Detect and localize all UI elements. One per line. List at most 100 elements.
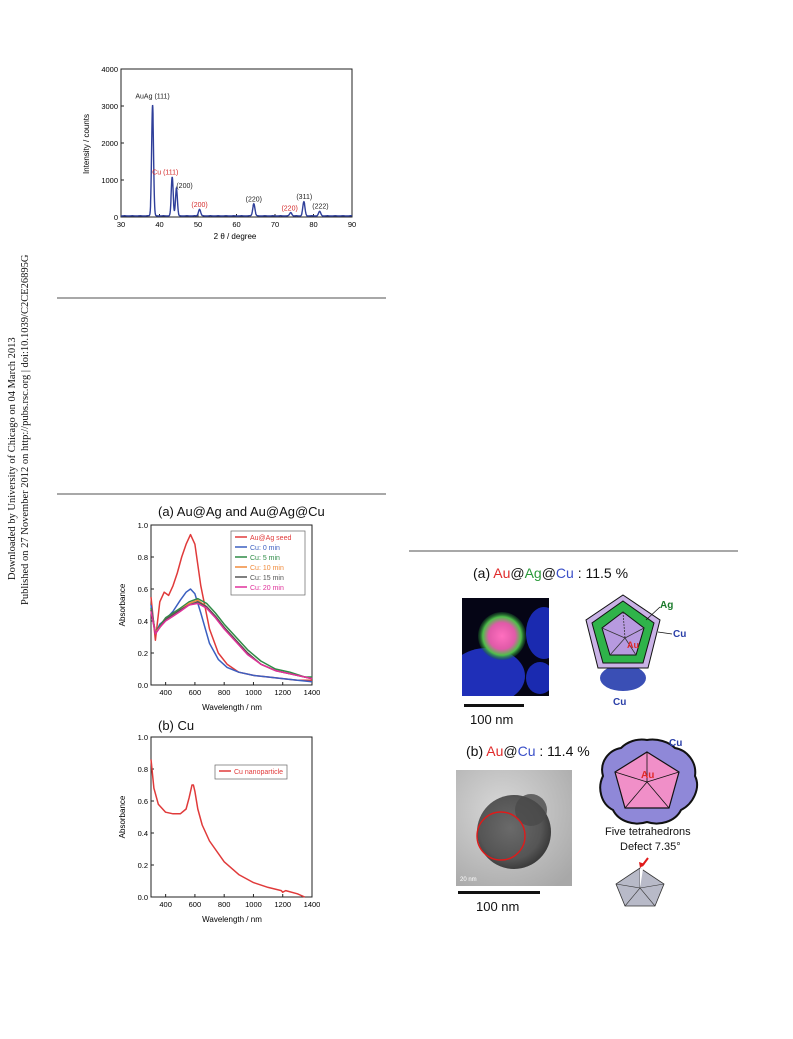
cu-domain-shape <box>600 665 646 691</box>
uvvis-b-plot-frame <box>150 736 313 898</box>
au-label: Au <box>641 770 654 781</box>
cu-label: Cu <box>669 738 682 749</box>
xrd-y-label: Intensity / counts <box>82 114 91 174</box>
section-rule-1 <box>57 297 386 299</box>
twin-line <box>646 781 670 809</box>
uvvis-b-y-tick-label: 0.6 <box>138 797 148 806</box>
uvvis-a-chart: Absorbance Wavelength / nm 400 600 800 1000… <box>118 521 321 712</box>
publication-notice: Published on 27 November 2012 on http://… <box>20 254 31 605</box>
twin-line <box>624 781 648 809</box>
panel-b-scalebar <box>458 891 540 894</box>
tem-scale-label: 20 nm <box>460 877 477 883</box>
cu-right-label: Cu <box>673 629 686 640</box>
uvvis-a-series-line <box>150 602 313 680</box>
uvvis-a-y-tick-label: 1.0 <box>138 521 148 530</box>
decahedron-caption-2: Defect 7.35° <box>620 841 681 853</box>
uvvis-a-x-tick-label: 1400 <box>304 688 321 697</box>
panel-a-eds-map <box>462 598 549 696</box>
xrd-peak-label: Cu (111) <box>152 169 178 176</box>
panel-b-scale-label: 100 nm <box>476 899 520 914</box>
ag-pointer <box>645 606 661 621</box>
uvvis-b-y-tick-label: 1.0 <box>138 733 148 742</box>
xrd-y-tick-label: 4000 <box>101 65 118 74</box>
ag-label: Ag <box>660 600 673 611</box>
uvvis-a-y-tick-label: 0.2 <box>138 649 148 658</box>
xrd-x-tick-label: 80 <box>309 220 317 229</box>
xrd-y-tick-label: 0 <box>114 213 118 222</box>
cu-pointer <box>657 631 673 635</box>
uvvis-a-legend-box <box>230 530 306 596</box>
uvvis-b-x-tick-label: 1400 <box>304 900 321 909</box>
xrd-plot-frame <box>120 68 353 218</box>
xrd-x-tick-label: 40 <box>155 220 163 229</box>
xrd-peak-label: (200) <box>191 202 207 209</box>
panel-b-decahedron-diagram: Cu Au <box>599 738 699 825</box>
xrd-x-tick-label: 70 <box>271 220 279 229</box>
twin-line <box>646 771 680 783</box>
au-label: Au <box>627 640 639 650</box>
pentagon-defect-diagram <box>615 857 665 907</box>
segment-line <box>615 883 641 889</box>
uvvis-a-y-tick-label: 0.6 <box>138 585 148 594</box>
uvvis-a-x-tick-label: 400 <box>159 688 172 697</box>
twin-line <box>609 637 626 656</box>
defect-arrowhead-icon <box>639 862 645 868</box>
xrd-peak-label: (220) <box>246 196 262 203</box>
uvvis-b-x-tick-label: 600 <box>189 900 202 909</box>
xrd-y-tick-label: 3000 <box>101 102 118 111</box>
section-rule-3 <box>409 550 738 552</box>
decahedron-caption-1: Five tetrahedrons <box>605 826 691 838</box>
uvvis-b-x-tick-label: 400 <box>159 900 172 909</box>
uvvis-a-x-tick-label: 1200 <box>274 688 291 697</box>
uvvis-a-title: (a) Au@Ag and Au@Ag@Cu <box>158 504 325 519</box>
section-rule-2 <box>57 493 386 495</box>
twin-line <box>624 637 637 656</box>
xrd-peak-label: (311) <box>296 194 312 201</box>
download-notice: Downloaded by University of Chicago on 0… <box>7 337 18 580</box>
uvvis-a-series-line <box>150 597 312 678</box>
xrd-peak-label: (220) <box>281 205 297 212</box>
uvvis-a-x-tick-label: 1000 <box>245 688 262 697</box>
xrd-y-tick-label: 1000 <box>101 176 118 185</box>
uvvis-a-x-tick-label: 800 <box>218 688 231 697</box>
uvvis-a-y-tick-label: 0.0 <box>138 681 148 690</box>
xrd-peak-label: (200) <box>176 183 192 190</box>
xrd-peak-label: AuAg (111) <box>135 94 169 101</box>
uvvis-a-legend-label: Cu: 20 min <box>250 585 284 592</box>
uvvis-b-title: (b) Cu <box>158 718 195 733</box>
defect-gap <box>640 868 643 888</box>
uvvis-b-x-tick-label: 800 <box>218 900 231 909</box>
uvvis-a-legend-label: Cu: 15 min <box>250 575 284 582</box>
uvvis-b-chart: Absorbance Wavelength / nm 400 600 800 1000… <box>118 733 321 924</box>
uvvis-b-y-tick-label: 0.4 <box>138 829 148 838</box>
panel-a-scale-label: 100 nm <box>470 712 514 727</box>
panel-a-scalebar <box>464 704 524 707</box>
uvvis-a-y-tick-label: 0.4 <box>138 617 148 626</box>
uvvis-b-x-label: Wavelength / nm <box>202 915 262 924</box>
cu-bottom-label: Cu <box>613 697 626 708</box>
uvvis-b-y-tick-label: 0.8 <box>138 765 148 774</box>
uvvis-a-legend-label: Cu: 0 min <box>250 545 280 552</box>
uvvis-b-legend-label: Cu nanoparticle <box>234 769 283 776</box>
uvvis-a-legend-label: Au@Ag seed <box>250 535 291 542</box>
xrd-peak-label: (222) <box>312 203 328 210</box>
publication-sidebar: Downloaded by University of Chicago on 0… <box>2 240 42 620</box>
twin-line <box>601 627 626 639</box>
uvvis-b-y-tick-label: 0.2 <box>138 861 148 870</box>
au-core-highlight <box>476 811 526 861</box>
uvvis-b-y-tick-label: 0.0 <box>138 893 148 902</box>
xrd-y-tick-label: 2000 <box>101 139 118 148</box>
segment-line <box>639 883 665 889</box>
segment-line <box>624 887 641 907</box>
panel-a-label: (a) Au@Ag@Cu : 11.5 % <box>473 565 629 581</box>
xrd-x-tick-label: 90 <box>348 220 356 229</box>
uvvis-b-legend-box <box>214 764 288 780</box>
panel-b-label: (b) Au@Cu : 11.4 % <box>466 743 590 759</box>
uvvis-b-x-tick-label: 1000 <box>245 900 262 909</box>
segment-line <box>639 887 656 907</box>
au-core <box>601 611 645 656</box>
uvvis-a-x-tick-label: 600 <box>189 688 202 697</box>
uvvis-a-y-tick-label: 0.8 <box>138 553 148 562</box>
xrd-chart: Intensity / counts 2 θ / degree 30 40 50 60… <box>82 65 356 241</box>
twin-line <box>624 627 645 639</box>
